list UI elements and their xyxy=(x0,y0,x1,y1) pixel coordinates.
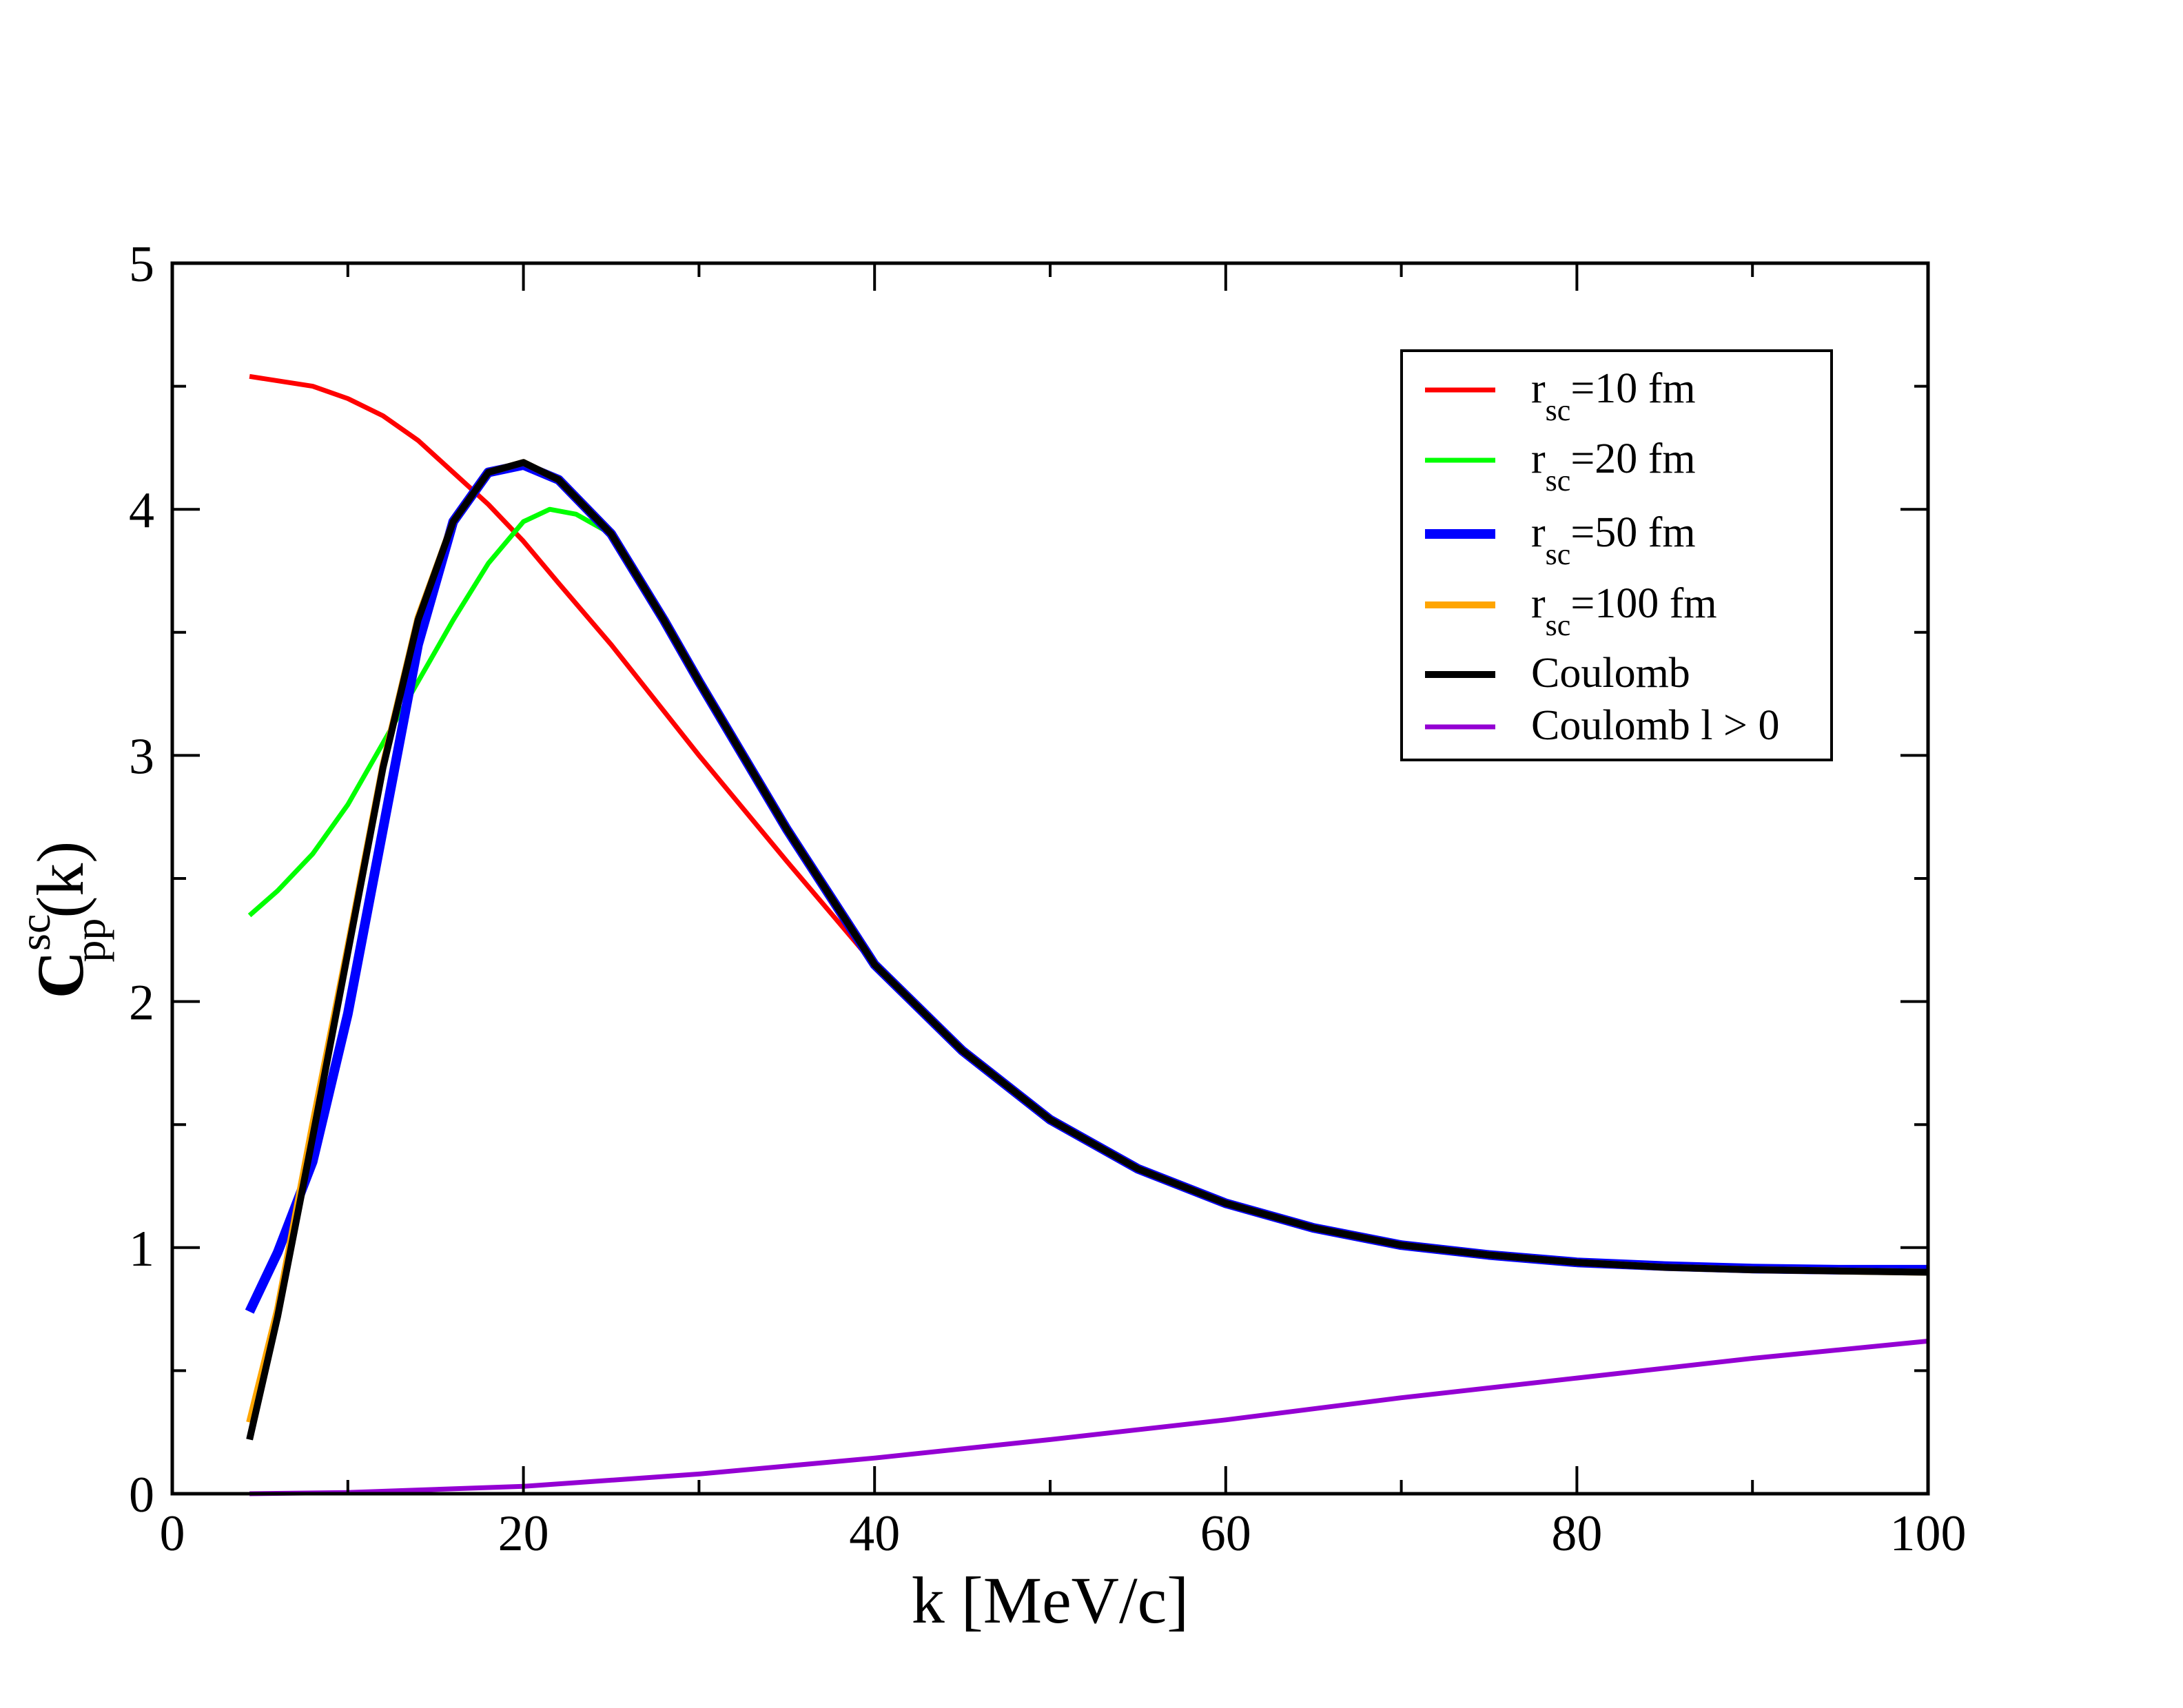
legend-label-sub: sc xyxy=(1546,537,1571,571)
legend-entry-label: rsc=100 fm xyxy=(1531,580,1717,642)
series-layer xyxy=(245,373,1929,1496)
legend-entry-label: rsc=50 fm xyxy=(1531,509,1696,571)
legend-label-sub: sc xyxy=(1546,608,1571,642)
x-tick-label: 20 xyxy=(498,1505,549,1562)
series-line-4 xyxy=(246,459,1929,1441)
y-tick-label: 3 xyxy=(129,728,154,785)
y-axis-label-sub: pp xyxy=(65,918,114,963)
x-tick-label: 80 xyxy=(1551,1505,1602,1562)
x-tick-label: 60 xyxy=(1200,1505,1251,1562)
legend-label-main: r xyxy=(1531,435,1546,482)
series-line-5 xyxy=(249,1339,1929,1496)
legend-entry-label: Coulomb xyxy=(1531,650,1690,697)
legend-entry-label: Coulomb l > 0 xyxy=(1531,702,1780,749)
ticks-layer: 0 20 40 60 80 100 0 1 2 3 4 5 xyxy=(129,236,1967,1562)
legend-label-main: r xyxy=(1531,509,1546,556)
x-tick-label: 0 xyxy=(160,1505,185,1562)
y-tick-label: 5 xyxy=(129,236,154,293)
y-tick-label: 1 xyxy=(129,1221,154,1277)
y-tick-label: 0 xyxy=(129,1467,154,1523)
x-tick-label: 100 xyxy=(1890,1505,1967,1562)
legend-label-main: r xyxy=(1531,580,1546,627)
y-axis-label-sup: sc xyxy=(10,914,59,951)
y-axis-label-tail: (k) xyxy=(23,841,97,918)
legend-label-tail: =10 fm xyxy=(1570,365,1695,412)
legend-label-main: Coulomb l > 0 xyxy=(1531,702,1780,749)
y-axis-label: Csc pp(k) xyxy=(10,841,114,999)
y-tick-label: 2 xyxy=(129,975,154,1031)
y-tick-label: 4 xyxy=(129,482,154,539)
x-axis-label: k [MeV/c] xyxy=(912,1563,1189,1637)
legend-label-tail: =50 fm xyxy=(1570,509,1695,556)
legend-label-main: Coulomb xyxy=(1531,650,1690,697)
legend-entry-label: rsc=10 fm xyxy=(1531,365,1696,427)
legend-label-sub: sc xyxy=(1546,393,1571,427)
x-tick-label: 40 xyxy=(849,1505,900,1562)
legend-entry-label: rsc=20 fm xyxy=(1531,435,1696,497)
legend-label-tail: =20 fm xyxy=(1570,435,1695,482)
legend-label-tail: =100 fm xyxy=(1570,580,1716,627)
y-axis-label-main: C xyxy=(23,951,97,998)
legend-label-sub: sc xyxy=(1546,464,1571,497)
legend-box xyxy=(1400,349,1833,761)
legend-label-main: r xyxy=(1531,365,1546,412)
